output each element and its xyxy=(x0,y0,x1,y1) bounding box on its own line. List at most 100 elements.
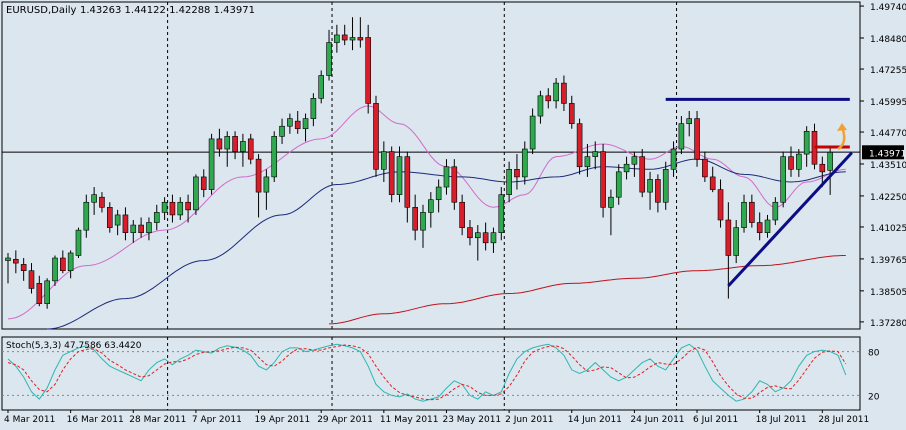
bull-candle xyxy=(490,232,497,244)
chart-header-symbol: EURUSD,Daily xyxy=(6,5,77,16)
bull-candle xyxy=(153,212,160,223)
bear-candle xyxy=(756,222,763,233)
current-price-box xyxy=(862,145,904,160)
current-price-label: 1.43971 xyxy=(869,149,906,159)
bear-candle xyxy=(568,103,575,124)
time-tick-label: 29 Apr 2011 xyxy=(317,415,373,425)
stochastic-title: Stoch(5,3,3) 47.7586 63.4420 xyxy=(6,341,142,351)
bear-candle xyxy=(451,166,458,203)
time-tick-label: 7 Apr 2011 xyxy=(192,415,242,425)
bull-candle xyxy=(506,169,512,195)
bear-candle xyxy=(694,118,700,160)
bull-candle xyxy=(44,280,50,304)
bull-candle xyxy=(279,125,285,137)
bear-candle xyxy=(200,176,207,190)
time-tick-label: 18 Jul 2011 xyxy=(756,415,807,425)
time-tick-label: 24 Jun 2011 xyxy=(630,415,684,425)
time-tick-label: 11 May 2011 xyxy=(380,415,439,425)
chart-header-ohlc: 1.43263 1.44122 1.42288 1.43971 xyxy=(80,5,255,16)
annotation-layer xyxy=(665,97,853,287)
bear-candle xyxy=(749,201,755,223)
bear-candle xyxy=(36,283,43,304)
bear-candle xyxy=(404,156,411,208)
bull-candle xyxy=(631,156,638,165)
bull-candle xyxy=(608,196,614,208)
time-tick-label: 19 Apr 2011 xyxy=(255,415,311,425)
bear-candle xyxy=(639,156,646,193)
bull-candle xyxy=(75,229,82,256)
bear-candle xyxy=(702,158,708,178)
bull-candle xyxy=(318,75,325,99)
moving-average-line xyxy=(328,255,846,325)
bull-candle xyxy=(271,136,278,178)
bear-candle xyxy=(169,201,176,216)
bull-candle xyxy=(647,179,653,193)
bear-candle xyxy=(600,151,606,208)
bear-candle xyxy=(20,264,27,271)
bear-candle xyxy=(576,123,583,168)
bull-candle xyxy=(670,148,677,170)
bull-candle xyxy=(287,118,293,127)
bull-candle xyxy=(177,201,184,216)
time-tick-label: 2 Jun 2011 xyxy=(505,415,553,425)
bull-candle xyxy=(803,130,810,155)
bear-candle xyxy=(28,270,35,289)
bull-candle xyxy=(615,171,622,198)
bull-candle xyxy=(827,152,833,171)
bull-candle xyxy=(592,151,599,157)
time-tick-label: 14 Jun 2011 xyxy=(568,415,622,425)
bear-candle xyxy=(412,207,418,231)
bear-candle xyxy=(138,224,144,233)
bull-candle xyxy=(537,95,544,117)
time-tick-label: 4 Mar 2011 xyxy=(4,415,55,425)
time-tick-label: 23 May 2011 xyxy=(442,415,501,425)
bull-candle xyxy=(686,118,693,124)
bull-candle xyxy=(114,214,121,226)
bull-candle xyxy=(52,257,58,282)
bear-candle xyxy=(788,156,794,170)
bear-candle xyxy=(60,257,66,271)
bull-candle xyxy=(772,201,779,221)
stoch-main-line xyxy=(7,343,847,402)
bull-candle xyxy=(584,156,591,168)
bull-candle xyxy=(240,141,246,152)
candles-layer xyxy=(5,17,833,309)
bull-candle xyxy=(474,232,481,239)
time-tick-label: 28 Mar 2011 xyxy=(129,415,186,425)
bull-candle xyxy=(130,224,137,233)
bear-candle xyxy=(545,95,552,102)
price-tick-label: 1.48480 xyxy=(870,35,906,45)
bear-candle xyxy=(717,189,724,221)
bear-candle xyxy=(482,232,489,244)
time-axis: 4 Mar 2011 16 Mar 2011 28 Mar 2011 7 Apr 20… xyxy=(4,410,869,425)
bull-candle xyxy=(5,257,11,261)
bear-candle xyxy=(247,138,254,160)
bull-candle xyxy=(553,82,559,102)
bear-candle xyxy=(255,158,262,193)
bull-candle xyxy=(224,136,231,150)
bear-candle xyxy=(819,163,826,173)
bull-candle xyxy=(796,153,802,170)
price-tick-label: 1.37280 xyxy=(870,319,906,329)
price-tick-label: 1.39765 xyxy=(870,256,906,266)
bear-candle xyxy=(106,207,113,228)
bull-candle xyxy=(67,252,74,271)
bull-candle xyxy=(334,34,340,43)
price-tick-label: 1.47255 xyxy=(870,66,906,76)
stoch-tick-label: 80 xyxy=(868,349,880,359)
support-trendline xyxy=(727,151,853,287)
bull-candle xyxy=(623,163,630,173)
bull-candle xyxy=(741,201,747,228)
bull-candle xyxy=(733,227,739,256)
bear-candle xyxy=(185,201,191,211)
bull-candle xyxy=(349,37,356,41)
bear-candle xyxy=(216,138,223,150)
price-tick-label: 1.49740 xyxy=(870,3,906,13)
bear-candle xyxy=(459,201,465,228)
bear-candle xyxy=(373,103,379,170)
bull-candle xyxy=(435,186,442,201)
stoch-tick-label: 20 xyxy=(868,392,880,402)
bull-candle xyxy=(208,138,215,190)
bull-candle xyxy=(263,176,270,193)
